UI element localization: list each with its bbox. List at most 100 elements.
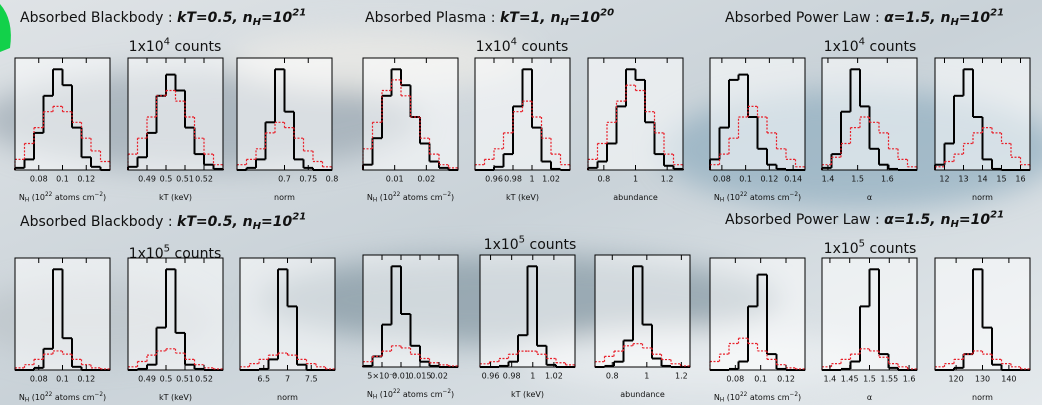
- histogram-connector: [709, 106, 806, 170]
- x-tick-label: 0.51: [176, 175, 194, 184]
- text-part: Absorbed Blackbody :: [20, 214, 177, 230]
- x-tick-label: 0.96: [482, 372, 500, 381]
- text-part: N: [367, 193, 373, 202]
- text-part: (10: [29, 393, 45, 402]
- text-part: norm: [972, 393, 993, 402]
- plot-frame: [127, 257, 224, 371]
- text-part: abundance: [613, 193, 658, 202]
- x-tick-label: 15: [996, 175, 1006, 184]
- plot-frame: [362, 57, 459, 171]
- text-part: 1x10: [824, 39, 859, 55]
- text-part: H: [373, 394, 377, 400]
- x-tick-label: 1.4: [822, 175, 835, 184]
- text-part: atoms cm: [52, 193, 94, 202]
- text-part: counts: [170, 39, 221, 55]
- text-part: H: [25, 197, 29, 203]
- x-tick-label: 0.5: [160, 375, 173, 384]
- text-part: ): [103, 393, 106, 402]
- text-part: kT=1, n: [500, 10, 561, 26]
- x-tick-label: 0.8: [606, 372, 619, 381]
- text-part: 22: [45, 391, 53, 397]
- x-tick-label: 7: [285, 375, 290, 384]
- plot-frame: [362, 254, 459, 368]
- x-tick-label: 7.5: [305, 375, 318, 384]
- text-part: kT (keV): [506, 193, 539, 202]
- x-tick-label: 0.98: [503, 372, 521, 381]
- text-part: kT=0.5, n: [177, 214, 253, 230]
- text-part: ): [451, 390, 454, 399]
- x-tick-label: 120: [948, 375, 963, 384]
- text-part: ): [451, 193, 454, 202]
- x-tick-label: 6.5: [257, 375, 270, 384]
- text-part: (10: [377, 390, 393, 399]
- plot-frame: [479, 254, 576, 368]
- x-axis-label: kT (keV): [159, 193, 192, 202]
- text-part: N: [367, 390, 373, 399]
- plot-frame: [709, 57, 806, 171]
- text-part: H: [25, 397, 29, 403]
- text-part: 22: [740, 391, 748, 397]
- x-axis-label: norm: [972, 393, 993, 402]
- text-part: (10: [377, 193, 393, 202]
- x-tick-label: 1.55: [880, 375, 898, 384]
- text-part: =10: [569, 10, 600, 26]
- x-axis-label: kT (keV): [159, 393, 192, 402]
- x-tick-label: 1.6: [881, 175, 894, 184]
- x-tick-label: 1.02: [542, 175, 560, 184]
- x-tick-label: 0.75: [299, 175, 317, 184]
- x-axis-label: NH (1022 atoms cm−2): [714, 391, 801, 403]
- text-part: α=1.5, n: [884, 10, 950, 26]
- x-axis-label: abundance: [620, 390, 665, 399]
- histogram-connector: [953, 269, 1003, 370]
- x-axis-label: NH (1022 atoms cm−2): [19, 191, 106, 203]
- text-part: H: [253, 221, 262, 232]
- decoration: [0, 4, 11, 52]
- text-part: 1x10: [824, 241, 859, 257]
- text-part: α=1.5, n: [884, 212, 950, 228]
- text-part: 5: [859, 238, 865, 249]
- x-tick-label: 1: [633, 175, 638, 184]
- text-part: atoms cm: [747, 193, 789, 202]
- text-part: ): [103, 193, 106, 202]
- text-part: 1x10: [129, 39, 164, 55]
- x-tick-label: 1: [529, 175, 534, 184]
- plot-frame: [821, 57, 918, 171]
- text-part: −2: [443, 388, 452, 394]
- histogram-connector: [821, 117, 918, 170]
- text-part: N: [19, 393, 25, 402]
- x-axis-label: kT (keV): [511, 390, 544, 399]
- text-part: N: [714, 393, 720, 402]
- text-part: 5: [519, 234, 525, 245]
- x-axis-label: kT (keV): [506, 193, 539, 202]
- text-part: 5: [164, 243, 170, 254]
- text-part: −2: [95, 191, 104, 197]
- x-tick-label: 14: [977, 175, 987, 184]
- x-axis-label: NH (1022 atoms cm−2): [367, 191, 454, 203]
- text-part: 22: [393, 191, 401, 197]
- text-part: N: [19, 193, 25, 202]
- x-tick-label: 0.1: [754, 375, 767, 384]
- text-part: H: [950, 219, 959, 230]
- x-tick-label: 13: [958, 175, 968, 184]
- text-part: =10: [959, 212, 990, 228]
- text-part: 4: [511, 36, 517, 47]
- text-part: 4: [164, 36, 170, 47]
- x-tick-label: 1: [644, 372, 649, 381]
- x-tick-label: 5×10⁻³: [367, 372, 396, 381]
- counts-label: 1x104 counts: [824, 36, 917, 55]
- plot-frame: [127, 57, 224, 171]
- text-part: 1x10: [476, 39, 511, 55]
- text-part: ): [798, 193, 801, 202]
- plot-area: [363, 255, 458, 367]
- x-tick-label: 0.52: [195, 175, 213, 184]
- counts-label: 1x105 counts: [484, 234, 577, 253]
- x-axis-label: NH (1022 atoms cm−2): [714, 191, 801, 203]
- counts-label: 1x104 counts: [476, 36, 569, 55]
- x-tick-label: 0.8: [326, 175, 339, 184]
- histogram-connector: [258, 269, 308, 370]
- x-tick-label: 0.02: [430, 372, 448, 381]
- text-part: −2: [443, 191, 452, 197]
- x-tick-label: 0.12: [760, 175, 778, 184]
- x-tick-label: 0.08: [726, 375, 744, 384]
